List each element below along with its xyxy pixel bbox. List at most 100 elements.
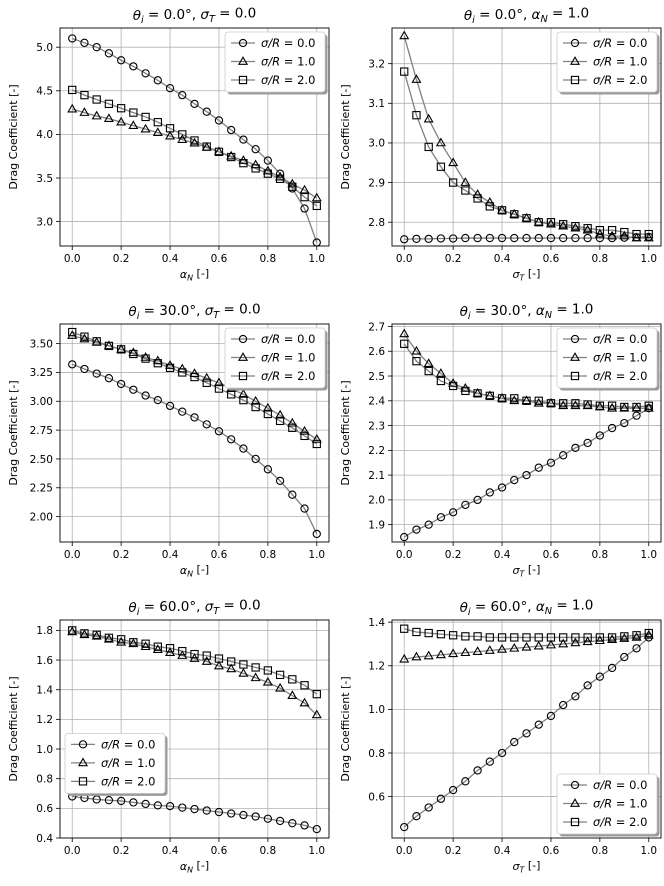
data-point-square [461, 186, 470, 195]
legend-marker-triangle [237, 352, 249, 361]
legend-label: σ/R = 0.0 [593, 332, 647, 346]
axes-frame [391, 27, 662, 247]
data-point-square [571, 222, 580, 231]
data-point-circle [522, 233, 531, 243]
data-point-triangle [497, 392, 508, 402]
data-point-square [412, 111, 421, 120]
subplot-2: 0.0 0.2 0.4 0.6 0.8 1.0 2.8 2.9 3.0 3.1 3.2 θi = 0.… [339, 6, 662, 282]
legend-marker-square [570, 75, 580, 85]
data-point-circle [202, 107, 211, 116]
legend-marker-triangle [569, 352, 581, 361]
data-point-triangle [103, 633, 114, 643]
legend-marker-circle [570, 780, 580, 790]
data-point-square [104, 633, 114, 642]
legend-marker-triangle [77, 757, 89, 767]
data-point-triangle [262, 676, 273, 686]
data-point-circle [448, 785, 458, 795]
y-tick-label: 2.25 [30, 483, 53, 495]
data-point-triangle [287, 417, 298, 427]
legend-marker-circle [238, 38, 248, 48]
x-tick-label: 0.6 [211, 253, 228, 265]
data-point-square [448, 178, 458, 187]
data-point-circle [165, 401, 175, 411]
data-point-square [116, 104, 126, 113]
data-point-square [300, 431, 309, 441]
data-point-circle [263, 465, 273, 474]
data-point-circle [275, 816, 285, 826]
y-tick-label: 1.8 [36, 625, 53, 637]
data-point-triangle [521, 212, 532, 222]
data-point-triangle [238, 667, 249, 677]
data-point-circle [461, 233, 470, 243]
data-point-circle [312, 824, 321, 834]
x-tick-label: 0.2 [445, 845, 462, 857]
data-point-square [104, 341, 114, 351]
data-point-circle [227, 809, 236, 818]
data-point-triangle [79, 629, 90, 639]
data-point-triangle [238, 388, 249, 398]
data-point-square [165, 644, 175, 653]
data-point-triangle [177, 134, 188, 143]
data-point-triangle [643, 402, 654, 412]
data-point-square [412, 627, 421, 637]
axes-frame [59, 27, 330, 247]
data-point-circle [436, 234, 446, 243]
legend-box [556, 773, 658, 835]
y-tick-label: 2.7 [368, 321, 385, 333]
data-point-triangle [411, 345, 422, 355]
data-point-circle [546, 458, 556, 467]
x-tick-label: 0.2 [445, 549, 462, 561]
data-point-circle [263, 814, 273, 823]
data-point-triangle [67, 626, 78, 636]
data-point-triangle [140, 641, 151, 651]
series-line-circle [403, 407, 650, 538]
data-point-square [534, 218, 543, 227]
data-point-square [300, 681, 309, 690]
data-point-triangle [299, 425, 310, 435]
data-point-square [263, 409, 273, 419]
data-point-circle [300, 504, 309, 513]
legend-label: σ/R = 0.0 [593, 778, 647, 792]
data-point-circle [400, 532, 409, 542]
data-point-square [412, 357, 421, 366]
data-point-triangle [607, 634, 618, 643]
data-point-square [239, 159, 248, 168]
data-point-triangle [275, 171, 286, 181]
data-point-circle [300, 821, 309, 830]
data-point-square [583, 633, 592, 642]
x-tick-label: 0.6 [543, 253, 560, 265]
data-point-triangle [484, 645, 495, 654]
data-point-square [80, 332, 89, 341]
x-tick-label: 1.0 [640, 845, 657, 857]
data-point-square [141, 354, 150, 363]
data-point-square [546, 218, 556, 227]
y-tick-label: 0.4 [36, 833, 53, 845]
legend: σ/R = 0.0 σ/R = 1.0 σ/R = 2.0 [556, 31, 660, 95]
data-point-circle [227, 125, 236, 135]
data-point-square [534, 633, 543, 642]
data-point-square [129, 108, 138, 117]
subplot-1: 0.0 0.2 0.4 0.6 0.8 1.0 3.0 3.5 4.0 4.5 5.0 θi = 0.… [7, 6, 330, 282]
data-point-circle [473, 233, 482, 243]
data-point-circle [129, 798, 138, 807]
data-point-triangle [177, 363, 188, 373]
data-point-circle [202, 420, 211, 429]
data-point-triangle [399, 30, 410, 40]
x-tick-label: 0.0 [396, 549, 413, 561]
data-point-square [178, 368, 187, 377]
data-point-square [595, 401, 605, 410]
legend-label: σ/R = 1.0 [261, 55, 315, 69]
y-axis-label: Drag Coefficient [-] [7, 84, 20, 189]
data-point-circle [275, 169, 285, 178]
data-point-square [644, 628, 653, 638]
data-point-circle [141, 799, 150, 809]
data-point-circle [497, 748, 507, 758]
x-tick-label: 0.4 [162, 549, 179, 561]
y-tick-label: 1.4 [36, 685, 53, 697]
data-point-triangle [226, 663, 237, 673]
x-tick-label: 1.0 [640, 253, 657, 265]
y-tick-label: 3.25 [30, 367, 53, 379]
y-tick-label: 0.8 [36, 773, 53, 785]
data-point-triangle [128, 638, 139, 648]
